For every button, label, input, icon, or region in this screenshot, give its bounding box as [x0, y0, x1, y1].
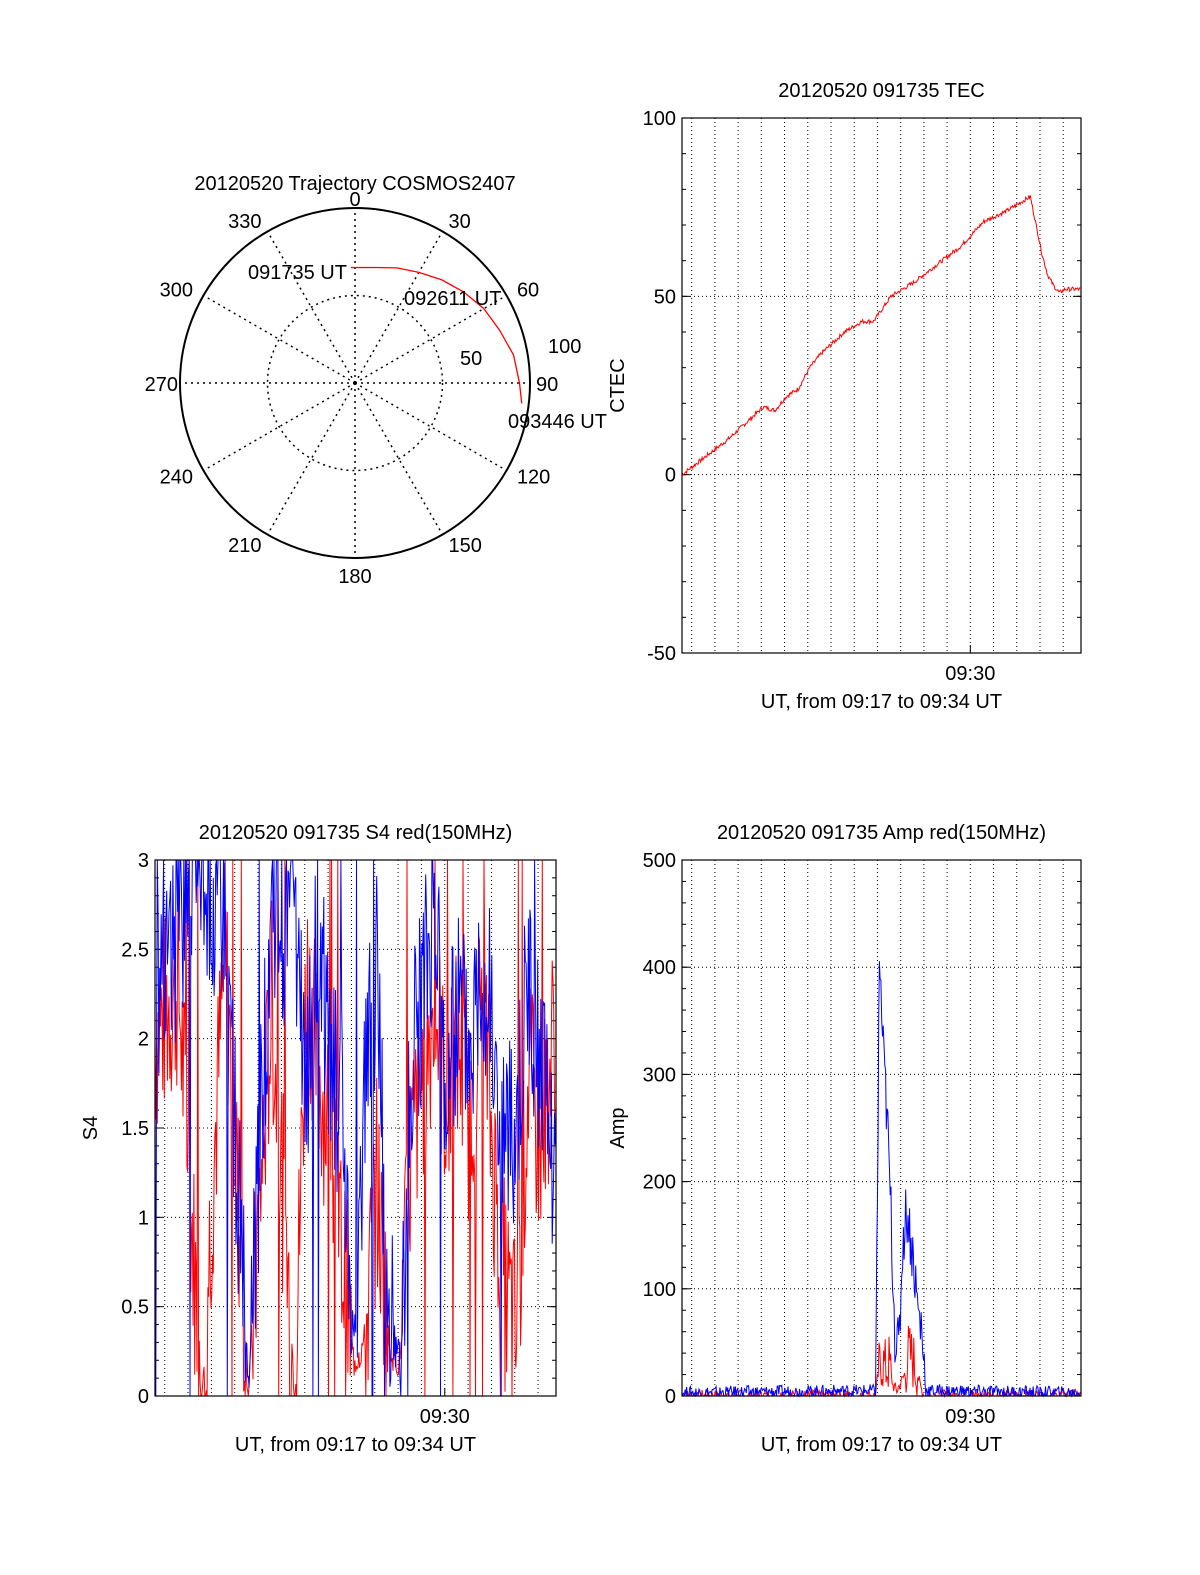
trajectory-annotation: 092611 UT	[404, 288, 501, 310]
series-line	[681, 961, 1081, 1398]
x-tick-label: 09:30	[420, 1406, 470, 1428]
x-tick-label: 09:30	[945, 1406, 995, 1428]
polar-radius-label: 50	[460, 348, 482, 370]
y-tick-label: 2.5	[121, 939, 149, 961]
polar-grid-circle	[266, 294, 444, 472]
polar-angle-label: 90	[536, 374, 558, 396]
y-tick-label: 300	[643, 1064, 676, 1086]
chart-title: 20120520 091735 S4 red(150MHz)	[199, 822, 513, 844]
plot-frame	[681, 117, 1082, 654]
y-tick-label: 3	[138, 850, 149, 872]
s4-panel: 20120520 091735 S4 red(150MHz) 3 2.5 2 1.5 1 0…	[80, 822, 557, 1456]
y-axis-label: CTEC	[607, 358, 629, 412]
y-tick-label: 0	[138, 1386, 149, 1408]
y-tick-label: 1	[138, 1207, 149, 1229]
y-tick-label: 100	[643, 1279, 676, 1301]
y-tick-label: 1.5	[121, 1118, 149, 1140]
chart-title: 20120520 091735 TEC	[778, 80, 984, 102]
polar-angle-label: 270	[145, 374, 178, 396]
y-tick-label: 0.5	[121, 1297, 149, 1319]
x-tick-label: 09:30	[945, 663, 995, 685]
y-tick-label: 0	[665, 1386, 676, 1408]
y-tick-label: 50	[654, 286, 676, 308]
x-axis-label: UT, from 09:17 to 09:34 UT	[761, 691, 1002, 713]
polar-spoke	[203, 382, 356, 472]
x-axis-label: UT, from 09:17 to 09:34 UT	[235, 1434, 476, 1456]
polar-spoke	[354, 382, 507, 472]
plot-frame	[681, 859, 1082, 1397]
chart-title: 20120520 Trajectory COSMOS2407	[194, 173, 515, 195]
polar-spoke	[266, 231, 356, 384]
polar-spoke	[354, 382, 444, 535]
polar-angle-label: 300	[160, 280, 193, 302]
series-line	[154, 859, 556, 1397]
y-tick-label: 200	[643, 1172, 676, 1194]
polar-spoke	[203, 294, 356, 384]
y-tick-label: 500	[643, 850, 676, 872]
x-axis-label: UT, from 09:17 to 09:34 UT	[761, 1434, 1002, 1456]
trajectory-annotation: 091735 UT	[248, 262, 347, 284]
polar-spoke	[354, 294, 507, 384]
plot-frame	[154, 859, 557, 1397]
polar-angle-label: 240	[160, 467, 193, 489]
y-axis-label: Amp	[607, 1107, 629, 1148]
y-axis-label: S4	[80, 1116, 102, 1140]
polar-angle-label: 60	[517, 280, 539, 302]
polar-angle-label: 0	[349, 189, 360, 211]
series-line	[681, 195, 1081, 477]
y-tick-label: 100	[643, 108, 676, 130]
polar-angle-label: 180	[338, 566, 371, 588]
polar-angle-label: 210	[228, 535, 261, 557]
polar-spoke	[266, 382, 356, 535]
polar-angle-label: 330	[228, 211, 261, 233]
trajectory-annotation: 093446 UT	[508, 411, 607, 433]
chart-title: 20120520 091735 Amp red(150MHz)	[717, 822, 1046, 844]
tec-panel: 20120520 091735 TEC 100 50 0 -50 09:30 UT, fro…	[607, 80, 1082, 713]
polar-spoke	[354, 231, 444, 384]
polar-angle-label: 30	[449, 211, 471, 233]
polar-radius-label: 100	[548, 336, 581, 358]
polar-angle-label: 120	[517, 467, 550, 489]
y-tick-label: 400	[643, 957, 676, 979]
series-line	[681, 1325, 1081, 1398]
polar-angle-label: 150	[449, 535, 482, 557]
y-tick-label: 0	[665, 465, 676, 487]
y-tick-label: 2	[138, 1029, 149, 1051]
amp-panel: 20120520 091735 Amp red(150MHz) 500 400 300…	[607, 822, 1082, 1456]
trajectory-line	[350, 266, 523, 404]
y-tick-label: -50	[647, 643, 676, 665]
